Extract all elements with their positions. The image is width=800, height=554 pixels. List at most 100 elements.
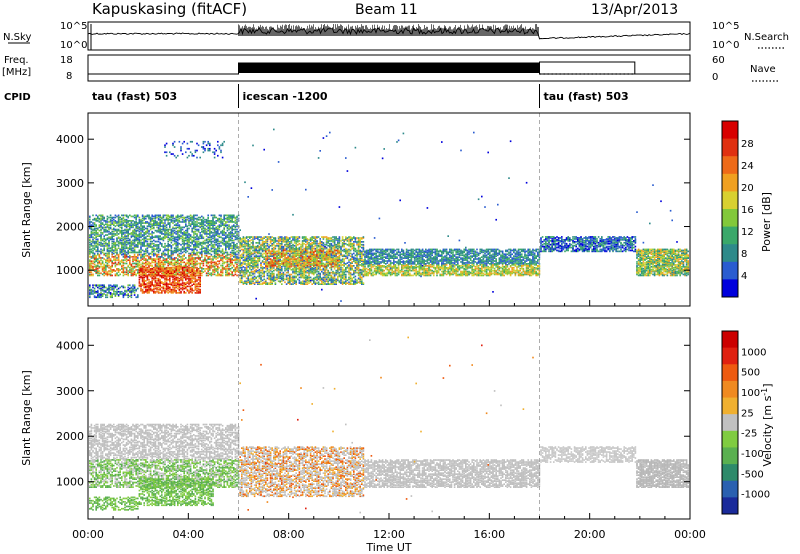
power-cell <box>121 265 123 267</box>
power-cell <box>153 271 155 273</box>
power-cell <box>121 268 123 270</box>
power-cell <box>172 263 174 265</box>
power-cell <box>113 235 115 237</box>
power-cell <box>142 250 144 252</box>
power-cell <box>164 224 166 226</box>
power-cell <box>91 265 93 267</box>
power-cell <box>121 293 123 295</box>
power-cell <box>121 240 123 242</box>
power-cell <box>135 269 137 271</box>
power-cell <box>137 269 139 271</box>
power-cell <box>134 245 136 247</box>
power-cell <box>116 291 118 293</box>
power-cell <box>126 252 128 254</box>
power-cell <box>124 215 126 217</box>
power-cell <box>161 287 163 289</box>
power-cell <box>129 255 131 257</box>
power-cell <box>100 248 102 250</box>
power-cell <box>147 271 149 273</box>
power-cell <box>148 256 150 258</box>
power-cell <box>171 215 173 217</box>
power-cell <box>132 288 134 290</box>
power-cell <box>155 274 157 276</box>
power-cell <box>129 271 131 273</box>
power-cell <box>124 287 126 289</box>
power-cell <box>172 265 174 267</box>
power-cell <box>121 291 123 293</box>
power-cell <box>150 281 152 283</box>
power-cell <box>172 215 174 217</box>
power-cell <box>99 221 101 223</box>
power-cell <box>102 266 104 268</box>
power-cell <box>127 225 129 227</box>
power-cell <box>161 237 163 239</box>
power-cell <box>140 268 142 270</box>
power-cell <box>166 227 168 229</box>
power-cell <box>92 255 94 257</box>
power-cell <box>143 269 145 271</box>
power-cell <box>140 235 142 237</box>
power-cell <box>139 267 141 269</box>
power-cell <box>119 221 121 223</box>
power-cell <box>129 269 131 271</box>
power-cell <box>131 256 133 258</box>
power-cell <box>161 276 163 278</box>
power-cell <box>166 291 168 293</box>
power-cell <box>99 218 101 220</box>
power-cell <box>137 254 139 256</box>
power-cell <box>94 260 96 262</box>
power-cell <box>126 260 128 262</box>
power-cell <box>94 295 96 297</box>
power-cell <box>174 274 176 276</box>
power-cell <box>126 294 128 296</box>
power-cell <box>163 257 165 259</box>
power-cell <box>155 248 157 250</box>
power-cell <box>100 234 102 236</box>
power-cell <box>166 269 168 271</box>
power-cell <box>110 266 112 268</box>
power-cell <box>94 284 96 286</box>
power-cell <box>158 289 160 291</box>
power-cell <box>145 245 147 247</box>
power-cell <box>174 267 176 269</box>
power-cell <box>100 215 102 217</box>
power-cell <box>102 250 104 252</box>
power-cell <box>155 280 157 282</box>
power-cell <box>121 218 123 220</box>
power-cell <box>113 263 115 265</box>
power-cell <box>134 284 136 286</box>
power-cell <box>156 263 158 265</box>
power-cell <box>161 229 163 231</box>
power-cell <box>153 258 155 260</box>
nave-label: Nave <box>750 64 776 75</box>
power-cell <box>167 218 169 220</box>
power-cell <box>147 247 149 249</box>
power-cell <box>107 221 109 223</box>
power-cell <box>137 230 139 232</box>
power-cell <box>89 224 91 226</box>
power-cell <box>118 224 120 226</box>
power-cell <box>126 267 128 269</box>
power-cell <box>95 291 97 293</box>
power-cell <box>156 241 158 243</box>
power-cell <box>119 260 121 262</box>
power-cell <box>108 247 110 249</box>
power-cell <box>127 270 129 272</box>
power-cell <box>115 262 117 264</box>
power-cell <box>105 294 107 296</box>
power-cell <box>91 251 93 253</box>
power-cell <box>94 290 96 292</box>
power-cell <box>131 220 133 222</box>
power-cell <box>164 146 166 148</box>
power-cell <box>132 250 134 252</box>
power-cell <box>174 250 176 252</box>
power-cell <box>143 236 145 238</box>
power-cell <box>156 230 158 232</box>
power-cell <box>115 225 117 227</box>
power-cell <box>132 266 134 268</box>
power-cell <box>113 239 115 241</box>
power-cell <box>134 235 136 237</box>
power-cell <box>111 229 113 231</box>
power-cell <box>161 290 163 292</box>
power-cell <box>147 215 149 217</box>
